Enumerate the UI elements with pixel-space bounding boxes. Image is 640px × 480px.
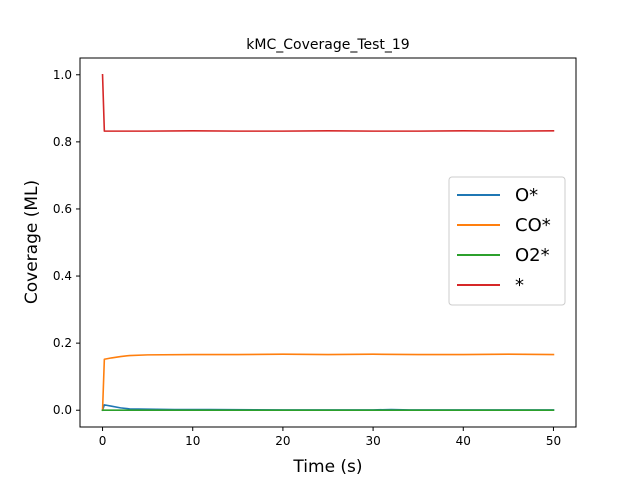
plot-frame xyxy=(79,57,577,428)
legend-box xyxy=(448,176,566,306)
y-tick-label: 1.0 xyxy=(53,68,72,82)
x-tick-label: 10 xyxy=(185,434,200,448)
x-tick-label: 0 xyxy=(99,434,107,448)
x-axis-title: Time (s) xyxy=(292,457,362,477)
y-tick-label: 0.2 xyxy=(53,336,72,350)
x-tick-label: 20 xyxy=(275,434,290,448)
x-tick-label: 50 xyxy=(546,434,561,448)
legend-label-1: CO* xyxy=(515,215,551,236)
y-axis-title: Coverage (ML) xyxy=(22,180,42,304)
series-layer xyxy=(101,73,555,412)
y-tick-label: 0.4 xyxy=(53,269,72,283)
y-tick-label: 0.8 xyxy=(53,135,72,149)
legend-label-3: * xyxy=(515,275,524,296)
y-tick-label: 0.0 xyxy=(53,403,72,417)
legend-label-0: O* xyxy=(515,185,538,206)
series-line-3 xyxy=(101,73,555,132)
x-tick-label: 40 xyxy=(456,434,471,448)
series-line-1 xyxy=(101,353,555,412)
series-line-0 xyxy=(101,404,555,412)
x-tick-label: 30 xyxy=(365,434,380,448)
chart-title: kMC_Coverage_Test_19 xyxy=(246,37,409,53)
ticks-layer: 0 10 20 30 40 50 0.0 0.2 0.4 0.6 0.8 1.0 xyxy=(53,68,561,448)
legend: O* CO* O2* * xyxy=(448,176,566,306)
y-tick-label: 0.6 xyxy=(53,202,72,216)
legend-label-2: O2* xyxy=(515,245,550,266)
